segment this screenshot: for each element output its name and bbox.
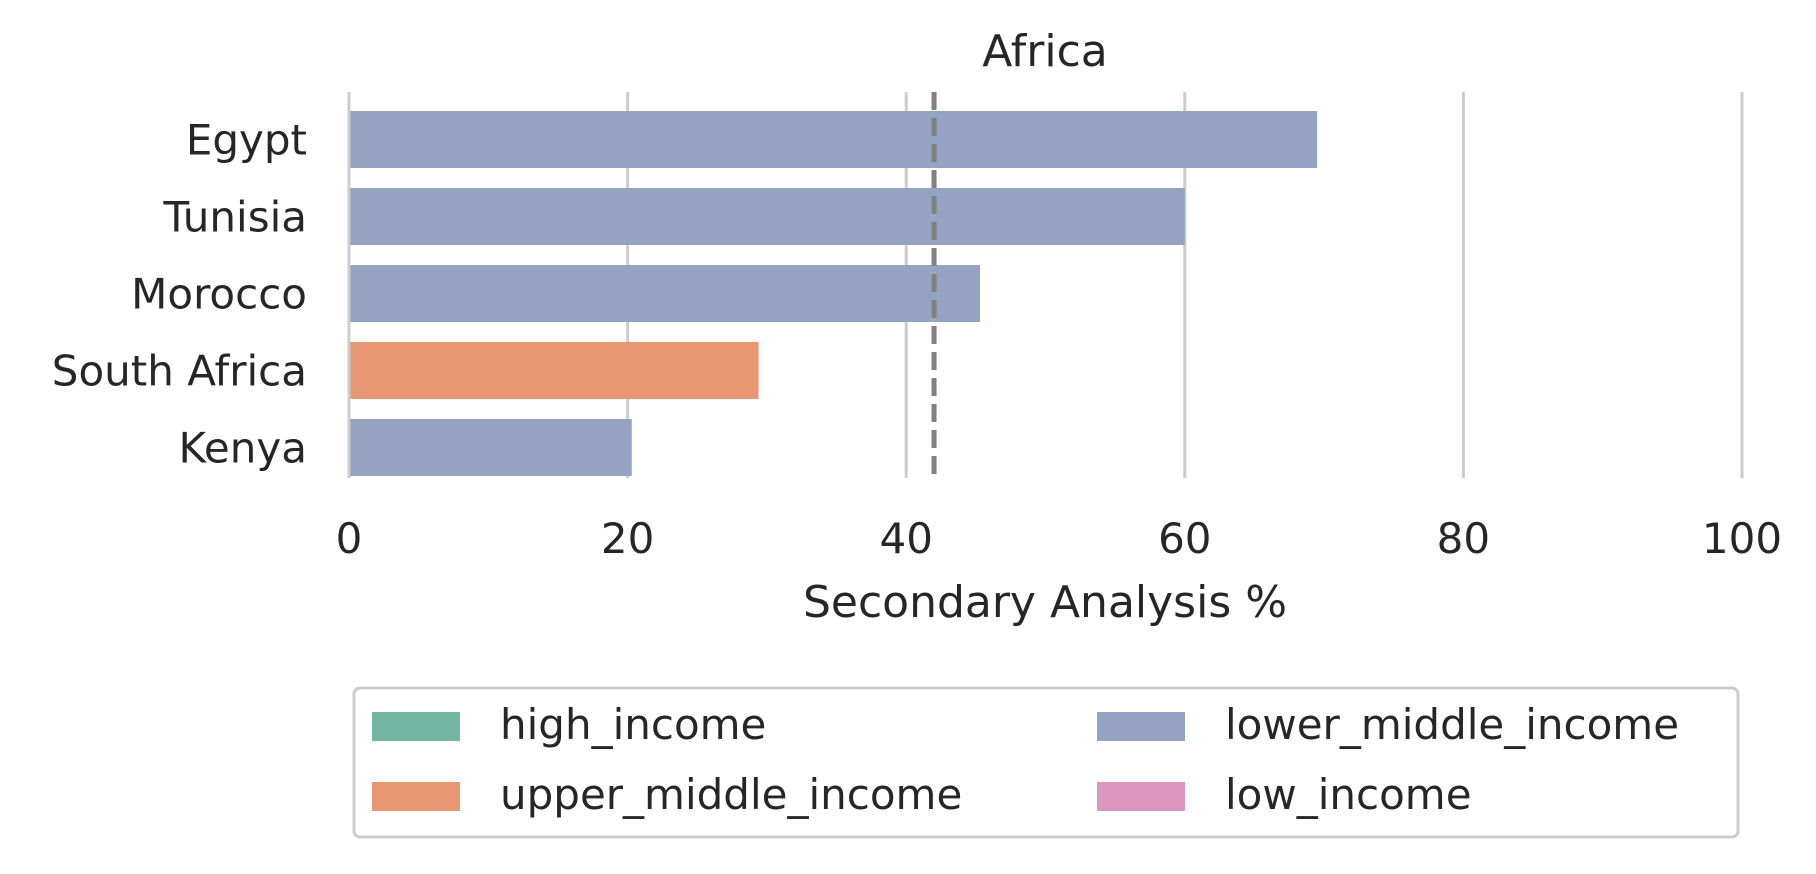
x-tick-label: 0 bbox=[336, 514, 363, 563]
bar bbox=[350, 342, 759, 399]
bar bbox=[350, 419, 632, 476]
bar bbox=[350, 188, 1185, 245]
legend-label: upper_middle_income bbox=[500, 770, 962, 819]
y-tick-label: South Africa bbox=[52, 347, 307, 396]
x-tick-label: 80 bbox=[1437, 514, 1490, 563]
x-tick-labels: 0 20 40 60 80 100 bbox=[336, 514, 1782, 563]
chart-title: Africa bbox=[982, 26, 1108, 77]
x-tick-label: 60 bbox=[1158, 514, 1211, 563]
y-tick-label: Morocco bbox=[131, 270, 307, 319]
legend-swatch bbox=[1097, 712, 1185, 741]
x-tick-label: 100 bbox=[1702, 514, 1782, 563]
bars bbox=[350, 111, 1318, 476]
x-tick-label: 40 bbox=[879, 514, 932, 563]
legend-entries: high_income upper_middle_income lower_midd… bbox=[372, 700, 1679, 819]
legend-label: lower_middle_income bbox=[1225, 700, 1679, 749]
bar bbox=[350, 265, 981, 322]
bar bbox=[350, 111, 1318, 168]
legend-label: low_income bbox=[1225, 770, 1472, 819]
x-axis-label: Secondary Analysis % bbox=[803, 577, 1287, 628]
legend-label: high_income bbox=[500, 700, 766, 749]
legend-swatch bbox=[1097, 782, 1185, 811]
y-tick-label: Tunisia bbox=[163, 193, 307, 242]
legend-swatch bbox=[372, 712, 460, 741]
y-tick-label: Kenya bbox=[178, 424, 307, 473]
y-tick-labels: Egypt Tunisia Morocco South Africa Kenya bbox=[52, 116, 307, 473]
x-tick-label: 20 bbox=[601, 514, 654, 563]
y-tick-label: Egypt bbox=[186, 116, 307, 165]
legend-swatch bbox=[372, 782, 460, 811]
legend-frame bbox=[352, 686, 1740, 839]
legend: high_income upper_middle_income lower_midd… bbox=[352, 686, 1740, 839]
